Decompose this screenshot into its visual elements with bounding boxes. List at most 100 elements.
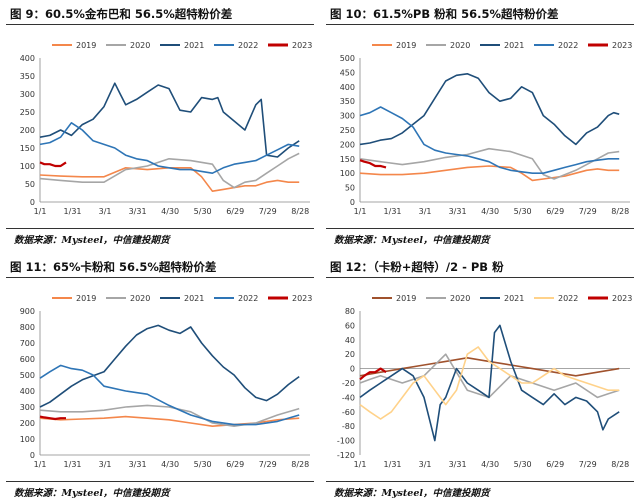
chart-title: 图 10：61.5%PB 粉和 56.5%超特粉价差 — [330, 7, 559, 21]
legend-label: 2022 — [238, 294, 258, 303]
x-tick-label: 3/1 — [419, 207, 432, 216]
x-tick-label: 6/29 — [546, 460, 564, 469]
legend-label: 2023 — [292, 41, 312, 50]
x-tick-label: 1/1 — [34, 207, 47, 216]
chart-title: 图 9：60.5%金布巴和 56.5%超特粉价差 — [10, 7, 233, 21]
x-tick-label: 1/31 — [64, 207, 82, 216]
x-tick-label: 3/31 — [449, 207, 467, 216]
x-tick-label: 4/30 — [161, 460, 179, 469]
y-tick-label: -40 — [342, 393, 355, 402]
y-tick-label: -60 — [342, 408, 355, 417]
x-tick-label: 8/28 — [611, 460, 629, 469]
series-line-2020 — [359, 147, 620, 180]
series-line-2023 — [39, 415, 66, 421]
y-tick-label: 150 — [340, 155, 355, 164]
y-tick-label: 250 — [340, 126, 355, 135]
y-tick-label: 400 — [340, 83, 355, 92]
y-tick-label: 150 — [20, 144, 35, 153]
y-tick-label: 400 — [20, 387, 35, 396]
data-source: 数据来源：Mysteel，中信建投期货 — [14, 235, 170, 246]
x-tick-label: 4/30 — [481, 207, 499, 216]
y-tick-label: 500 — [340, 54, 355, 63]
y-tick-label: 80 — [345, 307, 355, 316]
x-tick-label: 5/30 — [194, 207, 212, 216]
y-tick-label: 500 — [20, 371, 35, 380]
series-line-2023 — [39, 161, 67, 168]
x-tick-label: 7/29 — [579, 460, 597, 469]
x-tick-label: 1/31 — [384, 460, 402, 469]
series-line-2019 — [39, 167, 300, 192]
series-line-2022 — [39, 122, 300, 174]
legend-label: 2021 — [184, 41, 204, 50]
chart-panel: 图 10：61.5%PB 粉和 56.5%超特粉价差 2019 2020 2021 2… — [320, 0, 640, 250]
y-tick-label: -100 — [337, 437, 355, 446]
series-line-2021 — [39, 324, 300, 408]
series-line-2022 — [39, 364, 300, 426]
legend-label: 2022 — [238, 41, 258, 50]
y-tick-label: 50 — [345, 184, 355, 193]
legend-label: 2019 — [396, 294, 416, 303]
x-tick-label: 8/28 — [611, 207, 629, 216]
title-rule — [326, 24, 634, 25]
x-tick-label: 6/29 — [226, 207, 244, 216]
y-tick-label: 200 — [340, 140, 355, 149]
legend-label: 2020 — [130, 294, 150, 303]
legend-label: 2020 — [450, 294, 470, 303]
chart-title: 图 12：（卡粉+超特）/2 - PB 粉 — [330, 260, 504, 274]
y-tick-label: 0 — [350, 365, 355, 374]
x-tick-label: 1/1 — [354, 460, 367, 469]
x-tick-label: 1/31 — [384, 207, 402, 216]
x-tick-label: 4/30 — [161, 207, 179, 216]
y-tick-label: -120 — [337, 451, 355, 460]
x-tick-label: 7/29 — [259, 460, 277, 469]
series-line-2022 — [359, 106, 620, 174]
x-tick-label: 5/30 — [194, 460, 212, 469]
y-tick-label: -80 — [342, 422, 355, 431]
series-line-2021 — [359, 324, 620, 442]
legend-label: 2021 — [184, 294, 204, 303]
chart-panel: 图 12：（卡粉+超特）/2 - PB 粉 2019 2020 2021 2022 20… — [320, 253, 640, 503]
y-tick-label: 300 — [20, 403, 35, 412]
legend-label: 2022 — [558, 41, 578, 50]
legend-label: 2020 — [450, 41, 470, 50]
y-tick-label: 0 — [30, 451, 35, 460]
x-tick-label: 7/29 — [259, 207, 277, 216]
data-source: 数据来源：Mysteel，中信建投期货 — [334, 488, 490, 499]
y-tick-label: 100 — [20, 162, 35, 171]
y-tick-label: 100 — [20, 435, 35, 444]
legend-label: 2019 — [76, 294, 96, 303]
x-tick-label: 8/28 — [291, 207, 309, 216]
y-tick-label: 300 — [20, 90, 35, 99]
x-tick-label: 1/31 — [64, 460, 82, 469]
y-tick-label: 40 — [345, 336, 355, 345]
source-rule — [6, 481, 314, 482]
y-tick-label: 250 — [20, 108, 35, 117]
legend-label: 2019 — [76, 41, 96, 50]
legend-label: 2021 — [504, 41, 524, 50]
chart-title: 图 11：65%卡粉和 56.5%超特粉价差 — [10, 260, 217, 274]
data-source: 数据来源：Mysteel，中信建投期货 — [14, 488, 170, 499]
y-tick-label: 300 — [340, 112, 355, 121]
x-tick-label: 3/31 — [129, 207, 147, 216]
line-chart: 2019 2020 2021 2022 2023 -120 -100 -80 -60 -40 -20… — [337, 294, 633, 469]
x-tick-label: 8/28 — [291, 460, 309, 469]
chart-panel: 图 9：60.5%金布巴和 56.5%超特粉价差 2019 2020 2021 202… — [0, 0, 320, 250]
series-line-2023 — [359, 367, 387, 381]
y-tick-label: 600 — [20, 355, 35, 364]
series-line-2022 — [359, 346, 620, 420]
x-tick-label: 3/1 — [99, 460, 112, 469]
line-chart: 2019 2020 2021 2022 2023 0 100 200 300 400 500 600 7… — [20, 294, 313, 469]
y-tick-label: 350 — [20, 72, 35, 81]
legend-label: 2023 — [292, 294, 312, 303]
legend-label: 2021 — [504, 294, 524, 303]
y-tick-label: 800 — [20, 323, 35, 332]
y-tick-label: 50 — [25, 180, 35, 189]
y-tick-label: 400 — [20, 54, 35, 63]
y-tick-label: 20 — [345, 350, 355, 359]
legend-label: 2023 — [612, 294, 632, 303]
series-line-2020 — [39, 404, 300, 427]
y-tick-label: 200 — [20, 419, 35, 428]
x-tick-label: 7/29 — [579, 207, 597, 216]
x-tick-label: 3/31 — [449, 460, 467, 469]
y-tick-label: 0 — [350, 198, 355, 207]
